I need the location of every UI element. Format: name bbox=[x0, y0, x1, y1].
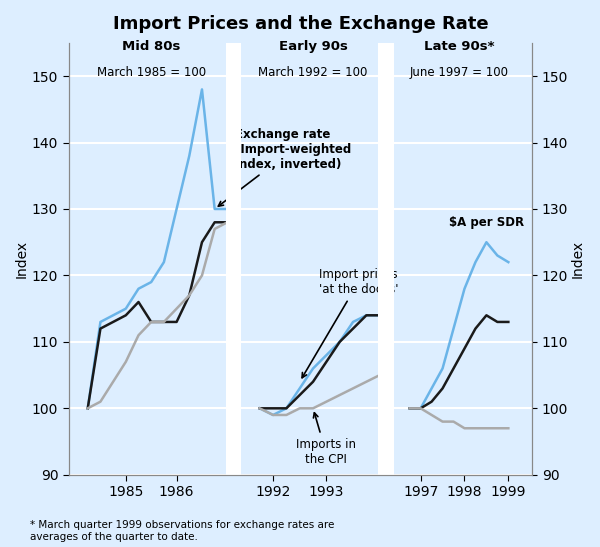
Text: * March quarter 1999 observations for exchange rates are
averages of the quarter: * March quarter 1999 observations for ex… bbox=[30, 520, 334, 542]
Title: Import Prices and the Exchange Rate: Import Prices and the Exchange Rate bbox=[113, 15, 488, 33]
Text: Early 90s: Early 90s bbox=[278, 40, 347, 53]
Text: Late 90s*: Late 90s* bbox=[424, 40, 494, 53]
Text: March 1992 = 100: March 1992 = 100 bbox=[259, 66, 368, 79]
Y-axis label: Index: Index bbox=[15, 240, 29, 278]
Text: March 1985 = 100: March 1985 = 100 bbox=[97, 66, 206, 79]
Y-axis label: Index: Index bbox=[571, 240, 585, 278]
Bar bbox=[226, 43, 241, 475]
Text: $A per SDR: $A per SDR bbox=[449, 216, 524, 229]
Text: Imports in
the CPI: Imports in the CPI bbox=[296, 413, 356, 465]
Text: Mid 80s: Mid 80s bbox=[122, 40, 181, 53]
Text: Exchange rate
(Import-weighted
index, inverted): Exchange rate (Import-weighted index, in… bbox=[218, 127, 351, 206]
Text: June 1997 = 100: June 1997 = 100 bbox=[410, 66, 509, 79]
Bar bbox=[379, 43, 394, 475]
Text: Import prices
'at the docks': Import prices 'at the docks' bbox=[302, 268, 398, 378]
